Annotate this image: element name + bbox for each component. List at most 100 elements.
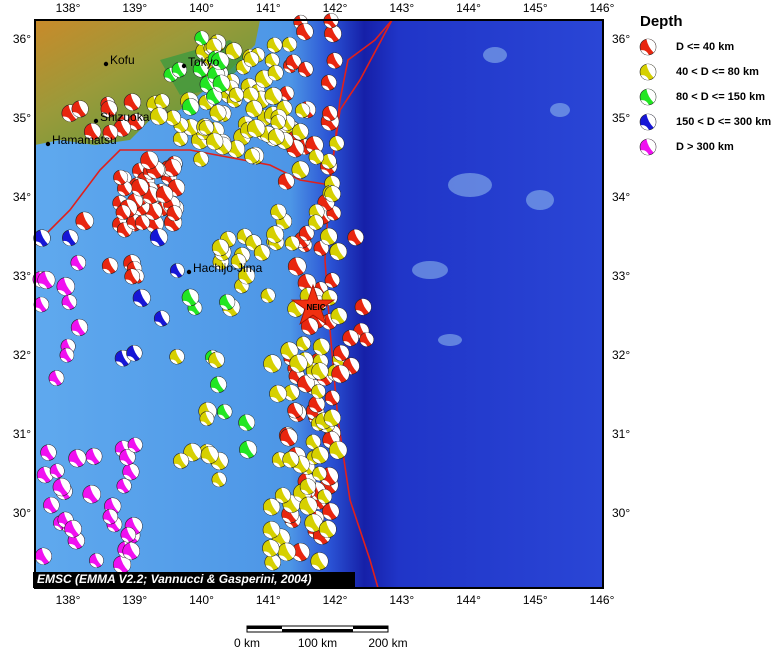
event — [264, 554, 281, 571]
event — [130, 178, 149, 197]
ball-white — [170, 359, 178, 365]
event — [206, 132, 224, 151]
event — [311, 446, 329, 464]
ball-white — [218, 239, 229, 254]
ball-white — [326, 520, 337, 536]
ball-white — [287, 151, 297, 158]
ball-white — [298, 543, 310, 559]
ball-white — [327, 228, 338, 243]
ball-white — [302, 336, 311, 349]
event — [211, 472, 227, 488]
lat-label: 30° — [612, 506, 630, 520]
event — [260, 288, 276, 304]
ball-white — [314, 539, 323, 545]
event — [296, 22, 314, 41]
event — [299, 496, 318, 516]
event — [285, 54, 302, 71]
event — [154, 93, 170, 109]
event — [193, 151, 209, 167]
ball-white — [269, 521, 280, 536]
event — [304, 513, 323, 533]
ball-white — [329, 503, 339, 518]
event — [238, 414, 256, 432]
ball-white — [72, 112, 81, 118]
ball-white — [160, 310, 170, 324]
ball-white — [285, 522, 294, 528]
ball-white — [44, 271, 55, 287]
ball-white — [157, 107, 168, 123]
ball-white — [248, 131, 258, 138]
ball-white — [108, 258, 118, 272]
ball-white — [314, 215, 324, 228]
ball-white — [254, 255, 263, 261]
ball-white — [289, 269, 299, 276]
ball-white — [154, 321, 163, 327]
ball-white — [285, 246, 293, 251]
lon-label: 143° — [389, 1, 414, 15]
ball-white — [207, 446, 219, 461]
ball-white — [318, 499, 326, 504]
city-dot — [181, 63, 187, 69]
ball-white — [226, 231, 236, 245]
ball-white — [260, 137, 269, 143]
event — [274, 487, 291, 504]
ball-white — [111, 497, 121, 512]
lat-label: 34° — [13, 190, 31, 204]
lon-label: 140° — [189, 593, 214, 607]
event — [291, 542, 310, 562]
event — [282, 451, 300, 469]
ball-white — [240, 452, 249, 459]
ball-white — [237, 239, 246, 244]
ball-white — [39, 297, 49, 310]
ball-white — [124, 105, 134, 111]
event — [150, 107, 168, 126]
event — [262, 521, 281, 539]
event — [102, 509, 118, 525]
event — [127, 113, 145, 131]
ball-white — [349, 357, 360, 372]
ball-white — [217, 472, 227, 485]
ball-white — [175, 263, 185, 276]
ball-white — [306, 444, 315, 450]
ball-white — [312, 136, 324, 152]
ball-white — [189, 119, 200, 133]
event — [211, 239, 229, 257]
ball-white — [261, 298, 269, 303]
event — [37, 271, 56, 290]
ball-white — [133, 301, 143, 307]
event — [194, 30, 210, 46]
lon-label: 141° — [256, 593, 281, 607]
event — [102, 124, 119, 141]
lon-label: 145° — [523, 1, 548, 15]
ball-white — [640, 150, 649, 156]
event — [71, 100, 89, 118]
ball-white — [216, 376, 227, 391]
lon-label: 138° — [56, 1, 81, 15]
legend-label: 150 < D <= 300 km — [676, 116, 771, 128]
legend-symbol — [639, 113, 657, 131]
ball-white — [271, 554, 281, 568]
ball-white — [166, 120, 174, 126]
ball-white — [235, 288, 243, 294]
ball-white — [249, 51, 259, 65]
event — [172, 131, 189, 147]
event — [289, 354, 308, 373]
event — [310, 552, 329, 571]
event — [324, 272, 340, 288]
ball-white — [240, 247, 250, 261]
ball-white — [323, 489, 332, 502]
ball-white — [282, 100, 292, 114]
ball-white — [306, 478, 316, 493]
ball-white — [160, 94, 170, 107]
event — [247, 119, 266, 138]
lon-label: 142° — [323, 593, 348, 607]
ball-white — [54, 370, 64, 384]
ball-white — [269, 498, 280, 513]
ball-white — [71, 265, 80, 271]
event — [267, 64, 284, 81]
ball-white — [306, 497, 318, 513]
ball-white — [314, 149, 324, 163]
event — [308, 149, 324, 165]
ball-white — [190, 443, 202, 459]
ball-white — [239, 425, 248, 431]
